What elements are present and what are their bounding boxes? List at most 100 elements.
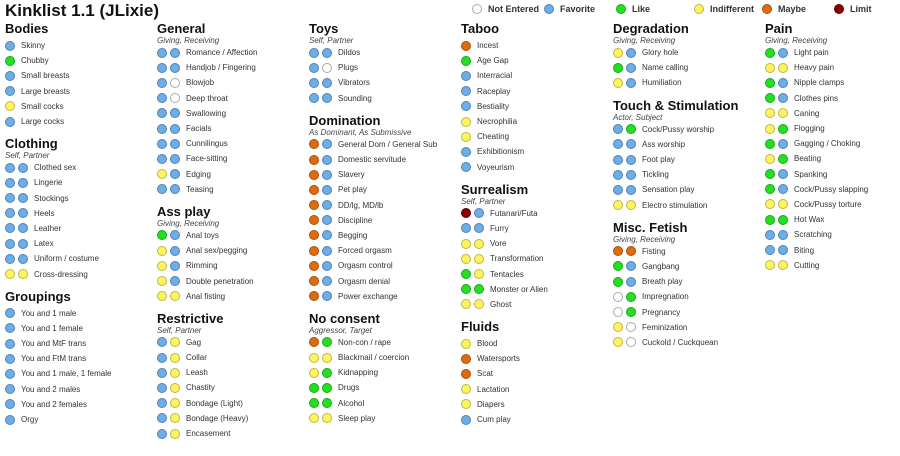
rating-dot-favorite[interactable] <box>157 138 167 149</box>
rating-dot-indifferent[interactable] <box>170 413 180 424</box>
rating-dot-maybe[interactable] <box>626 246 636 257</box>
rating-dot-indifferent[interactable] <box>765 108 775 119</box>
rating-dot-favorite[interactable] <box>309 93 319 104</box>
rating-dot-favorite[interactable] <box>170 230 180 241</box>
rating-dot-favorite[interactable] <box>157 428 167 439</box>
rating-dot-favorite[interactable] <box>613 139 623 150</box>
rating-dot-favorite[interactable] <box>309 47 319 58</box>
rating-dot-indifferent[interactable] <box>765 153 775 164</box>
rating-dot-favorite[interactable] <box>5 353 15 364</box>
rating-dot-favorite[interactable] <box>322 260 332 271</box>
rating-dot-favorite[interactable] <box>18 162 28 173</box>
rating-dot-favorite[interactable] <box>157 382 167 393</box>
rating-dot-indifferent[interactable] <box>778 199 788 210</box>
rating-dot-favorite[interactable] <box>5 162 15 173</box>
rating-dot-indifferent[interactable] <box>461 399 471 410</box>
rating-dot-favorite[interactable] <box>613 184 623 195</box>
rating-dot-indifferent[interactable] <box>474 269 484 280</box>
rating-dot-favorite[interactable] <box>322 230 332 241</box>
rating-dot-favorite[interactable] <box>626 184 636 195</box>
rating-dot-favorite[interactable] <box>626 169 636 180</box>
rating-dot-favorite[interactable] <box>5 70 15 81</box>
rating-dot-like[interactable] <box>626 307 636 318</box>
rating-dot-favorite[interactable] <box>157 123 167 134</box>
rating-dot-indifferent[interactable] <box>461 384 471 395</box>
rating-dot-indifferent[interactable] <box>322 352 332 363</box>
rating-dot-favorite[interactable] <box>309 62 319 73</box>
rating-dot-favorite[interactable] <box>322 200 332 211</box>
rating-dot-favorite[interactable] <box>474 223 484 234</box>
rating-dot-like[interactable] <box>765 77 775 88</box>
rating-dot-indifferent[interactable] <box>474 238 484 249</box>
rating-dot-favorite[interactable] <box>157 153 167 164</box>
rating-dot-indifferent[interactable] <box>778 260 788 271</box>
rating-dot-favorite[interactable] <box>461 101 471 112</box>
rating-dot-indifferent[interactable] <box>309 367 319 378</box>
rating-dot-favorite[interactable] <box>322 291 332 302</box>
rating-dot-like[interactable] <box>626 291 636 302</box>
rating-dot-indifferent[interactable] <box>765 62 775 73</box>
rating-dot-favorite[interactable] <box>461 146 471 157</box>
rating-dot-maybe[interactable] <box>309 230 319 241</box>
rating-dot-maybe[interactable] <box>309 215 319 226</box>
rating-dot-indifferent[interactable] <box>170 291 180 302</box>
rating-dot-favorite[interactable] <box>778 77 788 88</box>
rating-dot-favorite[interactable] <box>18 238 28 249</box>
rating-dot-indifferent[interactable] <box>461 338 471 349</box>
rating-dot-favorite[interactable] <box>613 154 623 165</box>
rating-dot-favorite[interactable] <box>157 367 167 378</box>
rating-dot-favorite[interactable] <box>322 184 332 195</box>
rating-dot-maybe[interactable] <box>309 337 319 348</box>
rating-dot-favorite[interactable] <box>170 276 180 287</box>
rating-dot-not-entered[interactable] <box>613 291 623 302</box>
rating-dot-favorite[interactable] <box>626 276 636 287</box>
rating-dot-favorite[interactable] <box>5 384 15 395</box>
rating-dot-like[interactable] <box>765 47 775 58</box>
rating-dot-favorite[interactable] <box>5 338 15 349</box>
rating-dot-like[interactable] <box>613 276 623 287</box>
rating-dot-favorite[interactable] <box>157 108 167 119</box>
rating-dot-indifferent[interactable] <box>613 200 623 211</box>
rating-dot-maybe[interactable] <box>309 154 319 165</box>
rating-dot-favorite[interactable] <box>157 62 167 73</box>
rating-dot-like[interactable] <box>322 398 332 409</box>
rating-dot-indifferent[interactable] <box>613 47 623 58</box>
rating-dot-indifferent[interactable] <box>170 398 180 409</box>
rating-dot-favorite[interactable] <box>18 223 28 234</box>
rating-dot-not-entered[interactable] <box>322 62 332 73</box>
rating-dot-indifferent[interactable] <box>778 108 788 119</box>
rating-dot-not-entered[interactable] <box>626 322 636 333</box>
rating-dot-like[interactable] <box>461 55 471 66</box>
rating-dot-favorite[interactable] <box>5 368 15 379</box>
rating-dot-maybe[interactable] <box>613 246 623 257</box>
rating-dot-maybe[interactable] <box>309 200 319 211</box>
rating-dot-indifferent[interactable] <box>613 322 623 333</box>
rating-dot-favorite[interactable] <box>5 308 15 319</box>
rating-dot-favorite[interactable] <box>157 47 167 58</box>
rating-dot-favorite[interactable] <box>626 139 636 150</box>
rating-dot-favorite[interactable] <box>18 193 28 204</box>
rating-dot-not-entered[interactable] <box>170 93 180 104</box>
rating-dot-indifferent[interactable] <box>157 276 167 287</box>
rating-dot-indifferent[interactable] <box>322 413 332 424</box>
rating-dot-indifferent[interactable] <box>461 238 471 249</box>
rating-dot-favorite[interactable] <box>18 177 28 188</box>
rating-dot-indifferent[interactable] <box>309 352 319 363</box>
rating-dot-favorite[interactable] <box>157 398 167 409</box>
rating-dot-like[interactable] <box>626 124 636 135</box>
rating-dot-like[interactable] <box>309 398 319 409</box>
rating-dot-favorite[interactable] <box>18 208 28 219</box>
rating-dot-like[interactable] <box>778 123 788 134</box>
rating-dot-like[interactable] <box>322 337 332 348</box>
rating-dot-favorite[interactable] <box>461 162 471 173</box>
rating-dot-favorite[interactable] <box>322 77 332 88</box>
rating-dot-indifferent[interactable] <box>626 200 636 211</box>
rating-dot-favorite[interactable] <box>322 245 332 256</box>
rating-dot-limit[interactable] <box>461 208 471 219</box>
rating-dot-favorite[interactable] <box>613 169 623 180</box>
rating-dot-indifferent[interactable] <box>309 413 319 424</box>
rating-dot-indifferent[interactable] <box>157 245 167 256</box>
rating-dot-favorite[interactable] <box>626 77 636 88</box>
rating-dot-maybe[interactable] <box>309 139 319 150</box>
rating-dot-favorite[interactable] <box>170 169 180 180</box>
